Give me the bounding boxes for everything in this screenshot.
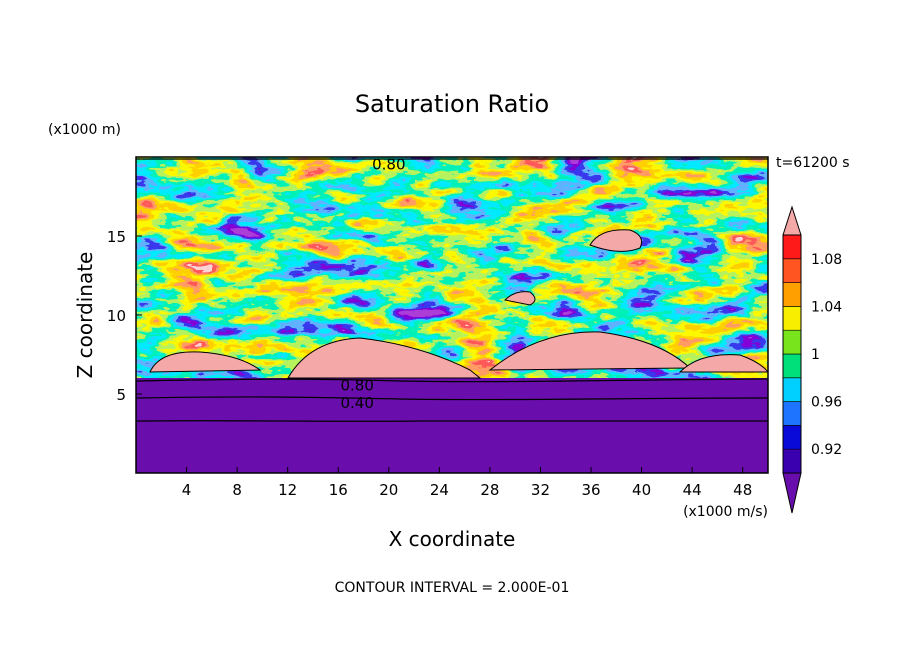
- colorbar-extend-high: [782, 205, 802, 236]
- contour-label: 0.40: [340, 394, 373, 412]
- y-unit-label: (x1000 m): [48, 122, 121, 138]
- contour-interval-note: CONTOUR INTERVAL = 2.000E-01: [335, 580, 570, 596]
- chart-title: Saturation Ratio: [355, 90, 549, 118]
- y-tick-label: 5: [116, 386, 126, 404]
- colorbar-band: [782, 234, 802, 260]
- colorbar-band: [782, 282, 802, 307]
- x-tick-label: 28: [480, 481, 499, 499]
- x-tick-label: 40: [632, 481, 651, 499]
- colorbar-band: [782, 329, 802, 355]
- colorbar-frame: [782, 234, 802, 474]
- colorbar-tick-label: 0.92: [811, 442, 842, 458]
- colorbar-band: [782, 448, 802, 474]
- dry-layer-contours: [136, 158, 768, 422]
- time-label: t=61200 s: [776, 155, 850, 171]
- colorbar-band: [782, 306, 802, 331]
- upper-field: [136, 157, 768, 381]
- x-unit-label: (x1000 m/s): [683, 504, 768, 520]
- y-axis-label: Z coordinate: [73, 252, 97, 379]
- x-axis-label: X coordinate: [389, 527, 516, 551]
- lower-dry-layer: [136, 378, 768, 473]
- colorbar-band: [782, 258, 802, 283]
- x-tick-label: 12: [278, 481, 297, 499]
- x-tick-label: 32: [531, 481, 550, 499]
- colorbar-band: [782, 425, 802, 450]
- x-tick-label: 48: [733, 481, 752, 499]
- colorbar-band: [782, 377, 802, 402]
- x-tick-label: 36: [581, 481, 600, 499]
- colorbar-extend-low: [782, 472, 802, 514]
- colorbar-tick-label: 0.96: [811, 395, 842, 411]
- colorbar-tick-label: 1.08: [811, 252, 842, 268]
- y-tick-label: 10: [107, 307, 126, 325]
- colorbar-tick-label: 1.04: [811, 299, 842, 315]
- contour-label: 0.80: [372, 155, 405, 173]
- colorbar: 0.92 0.96 1 1.04 1.08: [782, 205, 842, 514]
- contour-label: 0.80: [340, 377, 373, 395]
- colorbar-band: [782, 353, 802, 379]
- x-tick-label: 16: [329, 481, 348, 499]
- plot-area: [136, 157, 768, 473]
- x-tick-label: 20: [379, 481, 398, 499]
- y-tick-label: 15: [107, 228, 126, 246]
- x-tick-label: 8: [232, 481, 242, 499]
- colorbar-tick-label: 1: [811, 347, 820, 363]
- x-tick-label: 44: [683, 481, 702, 499]
- colorbar-band: [782, 401, 802, 426]
- supersaturated-patches: [149, 229, 768, 379]
- x-tick-label: 4: [182, 481, 192, 499]
- x-tick-label: 24: [430, 481, 449, 499]
